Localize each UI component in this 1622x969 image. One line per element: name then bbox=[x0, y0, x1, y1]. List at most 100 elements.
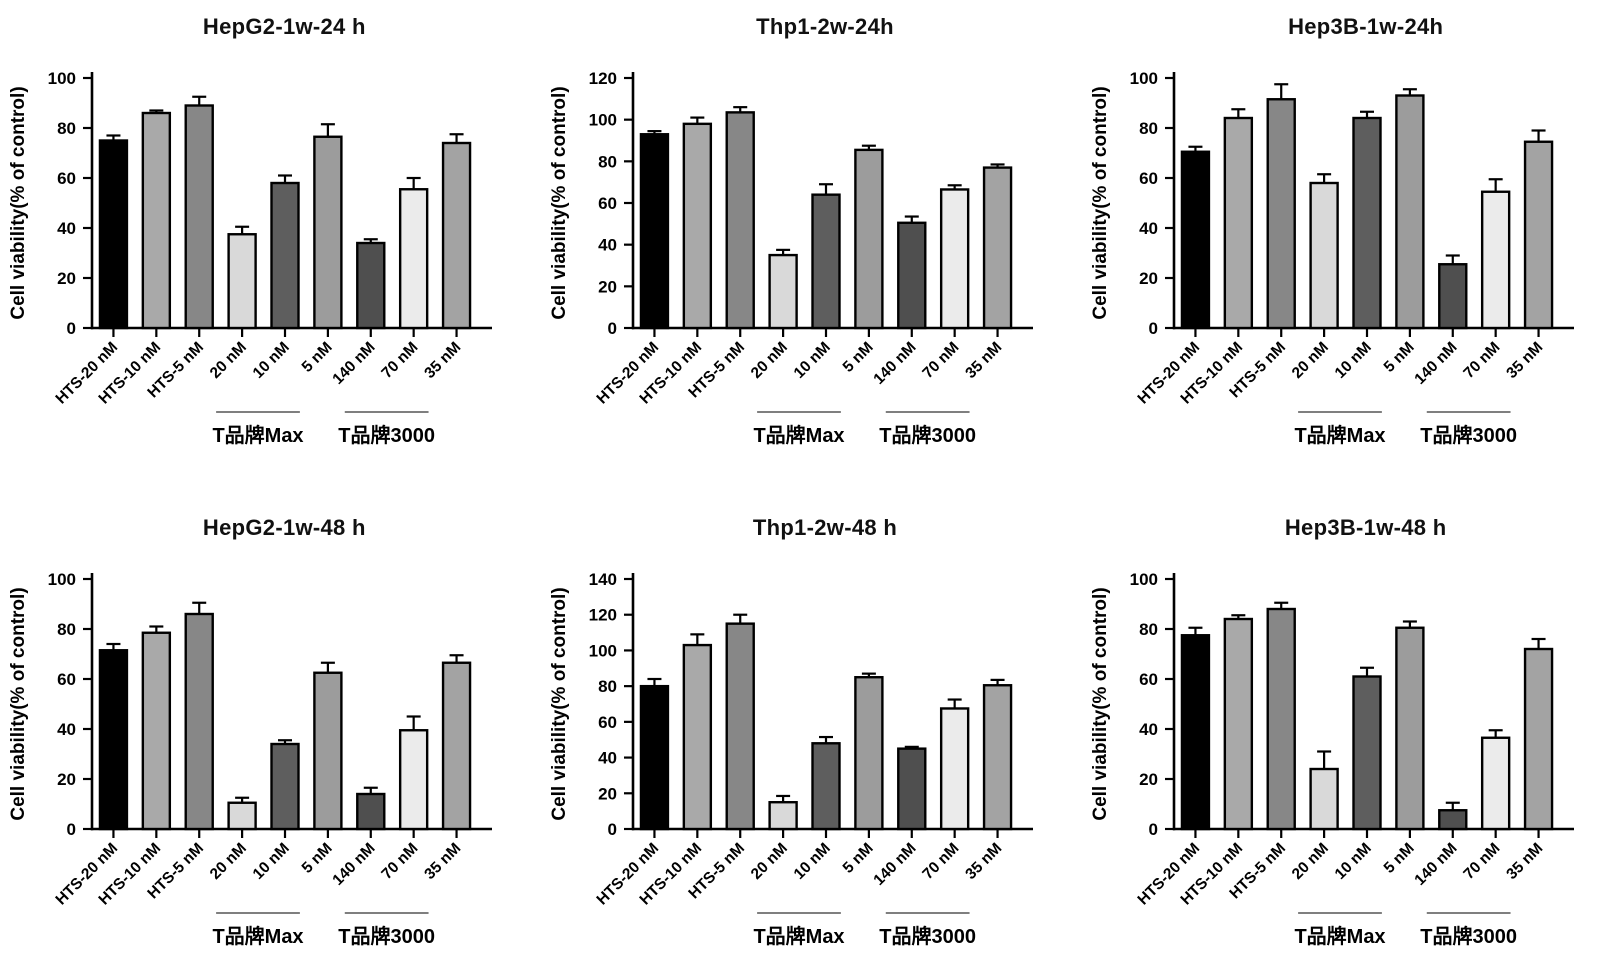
y-axis-label: Cell viability(% of control) bbox=[549, 86, 570, 319]
y-tick-label: 100 bbox=[589, 111, 617, 130]
y-tick-label: 0 bbox=[1148, 820, 1157, 839]
bar-70 nM bbox=[1480, 190, 1511, 330]
bar-HTS-10 nM bbox=[1223, 116, 1253, 330]
bar-10 nM bbox=[811, 741, 841, 830]
x-tick-label: 5 nM bbox=[840, 339, 877, 376]
x-tick-label: 35 nM bbox=[422, 339, 465, 382]
y-tick-label: 140 bbox=[589, 570, 617, 589]
x-tick-label: 70 nM bbox=[919, 839, 962, 882]
group-label: T品牌3000 bbox=[1420, 924, 1517, 948]
y-tick-label: 80 bbox=[57, 119, 76, 138]
x-tick-label: 140 nM bbox=[1411, 339, 1460, 388]
group-label: T品牌Max bbox=[213, 924, 304, 948]
group-label: T品牌Max bbox=[753, 423, 844, 447]
x-tick-label: 20 nM bbox=[207, 839, 250, 882]
x-tick-label: 70 nM bbox=[1460, 339, 1503, 382]
x-tick-label: 5 nM bbox=[840, 839, 877, 876]
x-tick-label: 20 nM bbox=[1289, 839, 1332, 882]
bar-HTS-10 nM bbox=[141, 631, 172, 830]
bar-10 nM bbox=[270, 181, 301, 330]
chart-thp1-2w-48h: Thp1-2w-48 h 0 20 40 60 80 100 120 140 HTS-20 nM… bbox=[541, 485, 1082, 969]
bar-140 nM bbox=[897, 746, 927, 830]
bar-HTS-5 nM bbox=[184, 612, 215, 830]
bar-5 nM bbox=[313, 135, 343, 330]
chart-hepg2-1w-24h: HepG2-1w-24 h 0 20 40 60 80 100 HTS-20 nM HTS-1… bbox=[0, 0, 541, 485]
x-tick-label: 10 nM bbox=[250, 339, 293, 382]
bar-140 nM bbox=[1437, 263, 1468, 330]
y-tick-label: 60 bbox=[1139, 169, 1158, 188]
y-tick-label: 0 bbox=[67, 820, 76, 839]
bar-5 nM bbox=[854, 675, 884, 830]
y-tick-label: 100 bbox=[589, 641, 617, 660]
bar-HTS-5 nM bbox=[725, 111, 755, 330]
group-label: T品牌3000 bbox=[339, 423, 436, 447]
bar-70 nM bbox=[399, 188, 429, 330]
bar-HTS-5 nM bbox=[1266, 98, 1296, 330]
bar-HTS-20 nM bbox=[1180, 633, 1210, 830]
bar-70 nM bbox=[399, 728, 429, 830]
y-tick-label: 20 bbox=[57, 269, 76, 288]
x-tick-label: 70 nM bbox=[919, 339, 962, 382]
y-tick-label: 0 bbox=[608, 319, 617, 338]
bar-HTS-5 nM bbox=[1266, 607, 1296, 830]
bar-HTS-10 nM bbox=[141, 111, 172, 330]
bar-70 nM bbox=[1480, 736, 1511, 830]
bar-HTS-10 nM bbox=[1223, 617, 1253, 830]
bar-35 nM bbox=[982, 166, 1013, 330]
chart-title: HepG2-1w-24 h bbox=[202, 14, 366, 39]
y-tick-label: 60 bbox=[598, 194, 617, 213]
chart-title: Thp1-2w-24h bbox=[756, 14, 894, 39]
x-tick-label: 5 nM bbox=[1380, 339, 1417, 376]
y-axis-label: Cell viability(% of control) bbox=[549, 587, 570, 820]
x-tick-label: 70 nM bbox=[379, 339, 422, 382]
y-tick-label: 80 bbox=[57, 620, 76, 639]
x-tick-label: 10 nM bbox=[1331, 339, 1374, 382]
bar-20 nM bbox=[1309, 767, 1339, 830]
bar-5 nM bbox=[1394, 94, 1425, 330]
y-tick-label: 0 bbox=[608, 820, 617, 839]
x-tick-label: 35 nM bbox=[1503, 339, 1546, 382]
group-label: T品牌Max bbox=[1294, 924, 1385, 948]
y-tick-label: 40 bbox=[598, 748, 617, 767]
x-tick-label: 35 nM bbox=[422, 839, 465, 882]
x-tick-label: 70 nM bbox=[1460, 839, 1503, 882]
y-tick-label: 20 bbox=[598, 784, 617, 803]
bar-20 nM bbox=[768, 253, 798, 330]
x-tick-label: 20 nM bbox=[1289, 339, 1332, 382]
y-tick-label: 20 bbox=[1139, 269, 1158, 288]
x-tick-label: 10 nM bbox=[791, 339, 834, 382]
bar-35 nM bbox=[1523, 140, 1553, 330]
group-label: T品牌3000 bbox=[879, 423, 976, 447]
y-tick-label: 40 bbox=[57, 219, 76, 238]
x-tick-label: 10 nM bbox=[250, 839, 293, 882]
y-axis-label: Cell viability(% of control) bbox=[8, 587, 29, 820]
bar-70 nM bbox=[939, 706, 970, 830]
y-tick-label: 100 bbox=[48, 69, 76, 88]
x-tick-label: 140 nM bbox=[870, 339, 919, 388]
bar-10 nM bbox=[1351, 674, 1382, 830]
chart-thp1-2w-24h: Thp1-2w-24h 0 20 40 60 80 100 120 HTS-20 nM HTS-… bbox=[541, 0, 1082, 485]
y-tick-label: 80 bbox=[598, 152, 617, 171]
x-tick-label: 10 nM bbox=[791, 839, 834, 882]
chart-title: Hep3B-1w-48 h bbox=[1284, 514, 1447, 540]
chart-title: Hep3B-1w-24h bbox=[1288, 14, 1444, 39]
y-tick-label: 120 bbox=[589, 69, 617, 88]
x-tick-label: 5 nM bbox=[1380, 839, 1417, 876]
y-tick-label: 60 bbox=[57, 169, 76, 188]
bar-20 nM bbox=[1309, 181, 1339, 330]
y-tick-label: 40 bbox=[1139, 720, 1158, 739]
bar-140 nM bbox=[356, 792, 386, 830]
x-tick-label: 20 nM bbox=[748, 339, 791, 382]
x-tick-label: 5 nM bbox=[299, 339, 336, 376]
bar-5 nM bbox=[313, 671, 343, 830]
y-tick-label: 40 bbox=[57, 720, 76, 739]
bar-35 nM bbox=[1523, 647, 1553, 830]
group-label: T品牌Max bbox=[753, 924, 844, 948]
x-tick-label: 20 nM bbox=[207, 339, 250, 382]
